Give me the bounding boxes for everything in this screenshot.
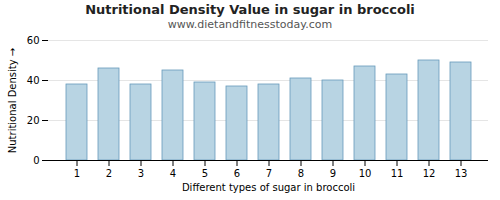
svg-text:6: 6 xyxy=(234,168,240,179)
svg-text:12: 12 xyxy=(423,168,436,179)
svg-text:60: 60 xyxy=(27,35,40,46)
svg-text:4: 4 xyxy=(170,168,176,179)
svg-text:10: 10 xyxy=(359,168,372,179)
svg-text:20: 20 xyxy=(27,115,40,126)
svg-text:13: 13 xyxy=(455,168,468,179)
svg-text:5: 5 xyxy=(202,168,208,179)
svg-text:Nutritional Density →: Nutritional Density → xyxy=(7,48,18,153)
svg-text:8: 8 xyxy=(298,168,304,179)
svg-text:9: 9 xyxy=(330,168,336,179)
svg-text:11: 11 xyxy=(391,168,404,179)
svg-text:7: 7 xyxy=(266,168,272,179)
svg-text:2: 2 xyxy=(106,168,112,179)
svg-text:Different types of sugar in br: Different types of sugar in broccoli xyxy=(182,182,355,193)
svg-text:0: 0 xyxy=(33,155,39,166)
svg-text:40: 40 xyxy=(27,75,40,86)
html-text:Nutritional Density Value in s: Nutritional Density Value in sugar in br… xyxy=(85,2,415,17)
html-text:www.dietandfitnesstoday.com: www.dietandfitnesstoday.com xyxy=(167,18,333,31)
svg-text:3: 3 xyxy=(138,168,144,179)
svg-text:1: 1 xyxy=(74,168,80,179)
